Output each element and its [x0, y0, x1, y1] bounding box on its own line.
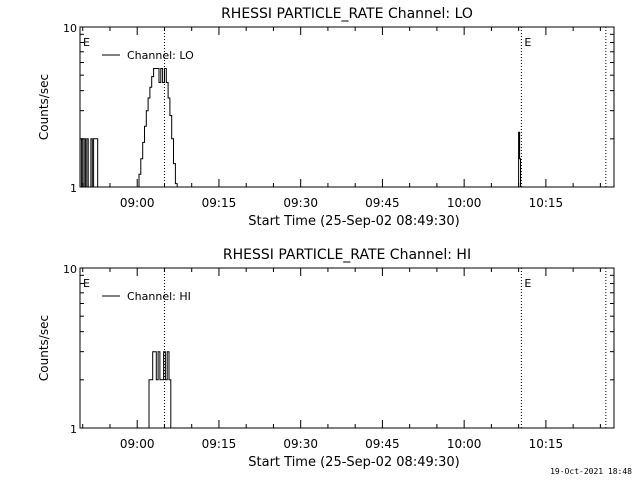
- footer-timestamp: 19-Oct-2021 18:48: [550, 467, 632, 476]
- y-tick-label: 1: [70, 423, 77, 436]
- x-tick-label: 09:15: [202, 196, 237, 210]
- series-line: [145, 351, 173, 429]
- x-tick-label: 09:30: [283, 437, 318, 451]
- y-axis-label: Counts/sec: [37, 74, 51, 140]
- x-tick-label: 09:00: [120, 437, 155, 451]
- y-axis-label: Counts/sec: [37, 315, 51, 381]
- x-tick-label: 10:00: [447, 196, 482, 210]
- event-marker-label: E: [83, 277, 90, 290]
- event-marker-label: E: [83, 36, 90, 49]
- y-tick-label: 10: [63, 22, 77, 35]
- legend-entry: Channel: LO: [127, 49, 194, 62]
- event-marker-label: E: [524, 277, 531, 290]
- x-tick-label: 09:45: [365, 437, 400, 451]
- x-tick-label: 09:00: [120, 196, 155, 210]
- plot-frame: [79, 267, 615, 429]
- series-line: [80, 68, 521, 188]
- chart-title: RHESSI PARTICLE_RATE Channel: LO: [221, 6, 473, 22]
- x-tick-label: 09:45: [365, 196, 400, 210]
- x-tick-label: 09:15: [202, 437, 237, 451]
- x-axis-label: Start Time (25-Sep-02 08:49:30): [248, 214, 459, 229]
- y-tick-label: 10: [63, 263, 77, 276]
- x-tick-label: 10:00: [447, 437, 482, 451]
- chart-title: RHESSI PARTICLE_RATE Channel: HI: [223, 247, 471, 263]
- legend-entry: Channel: HI: [127, 290, 191, 303]
- x-tick-label: 09:30: [283, 196, 318, 210]
- y-tick-label: 1: [70, 182, 77, 195]
- event-marker-label: E: [524, 36, 531, 49]
- x-tick-label: 10:15: [529, 196, 564, 210]
- x-axis-label: Start Time (25-Sep-02 08:49:30): [248, 455, 459, 470]
- x-tick-label: 10:15: [529, 437, 564, 451]
